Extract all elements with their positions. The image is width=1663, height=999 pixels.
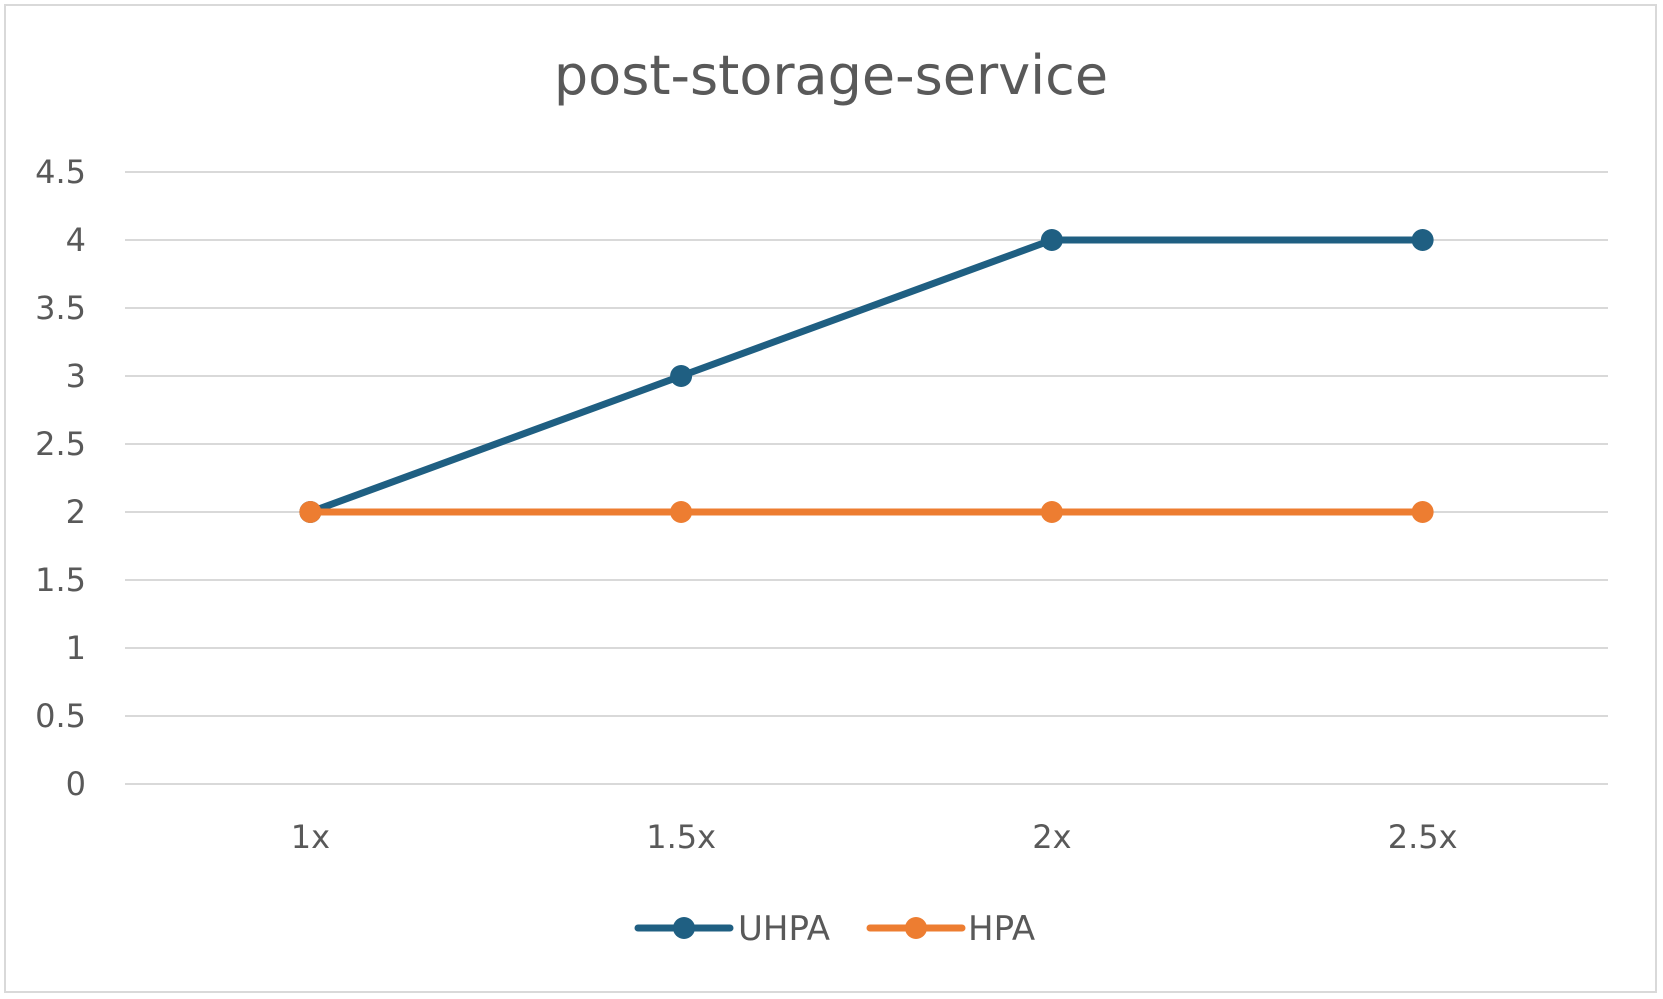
- chart-frame: [4, 4, 1657, 993]
- x-tick-label: 2x: [1032, 818, 1071, 856]
- x-tick-label: 2.5x: [1388, 818, 1458, 856]
- y-tick-label: 1.5: [35, 561, 86, 599]
- legend-label-uhpa: UHPA: [738, 909, 830, 949]
- data-point-hpa: [299, 501, 322, 523]
- data-point-hpa: [1411, 501, 1434, 523]
- x-tick-label: 1.5x: [646, 818, 716, 856]
- legend-marker-hpa: [905, 917, 927, 939]
- y-tick-label: 2: [66, 493, 86, 531]
- y-tick-label: 4.5: [35, 153, 86, 191]
- series-line-uhpa: [306, 236, 1427, 516]
- data-point-hpa: [1040, 501, 1063, 523]
- y-tick-label: 4: [66, 221, 86, 259]
- data-point-uhpa: [1411, 229, 1434, 251]
- y-tick-label: 3.5: [35, 289, 86, 327]
- data-point-hpa: [670, 501, 693, 523]
- data-point-uhpa: [670, 365, 693, 387]
- legend-item-uhpa: UHPA: [634, 909, 830, 949]
- y-axis-tick-labels: 0 0.5 1 1.5 2 2.5 3 3.5 4 4.5: [35, 153, 86, 803]
- x-axis-tick-labels: 1x 1.5x 2x 2.5x: [291, 818, 1458, 856]
- y-tick-label: 0.5: [35, 697, 86, 735]
- legend-label-hpa: HPA: [968, 909, 1035, 949]
- series-layer: [299, 229, 1434, 523]
- data-point-uhpa: [1040, 229, 1063, 251]
- chart-title: post-storage-service: [554, 44, 1108, 107]
- legend-marker-uhpa: [673, 917, 695, 939]
- y-tick-label: 1: [66, 629, 86, 667]
- gridlines: [125, 171, 1608, 785]
- y-tick-label: 3: [66, 357, 86, 395]
- x-tick-label: 1x: [291, 818, 330, 856]
- y-tick-label: 0: [66, 765, 86, 803]
- legend-item-hpa: HPA: [866, 909, 1035, 949]
- series-hpa: [299, 501, 1434, 523]
- y-tick-label: 2.5: [35, 425, 86, 463]
- legend: UHPA HPA: [634, 909, 1035, 949]
